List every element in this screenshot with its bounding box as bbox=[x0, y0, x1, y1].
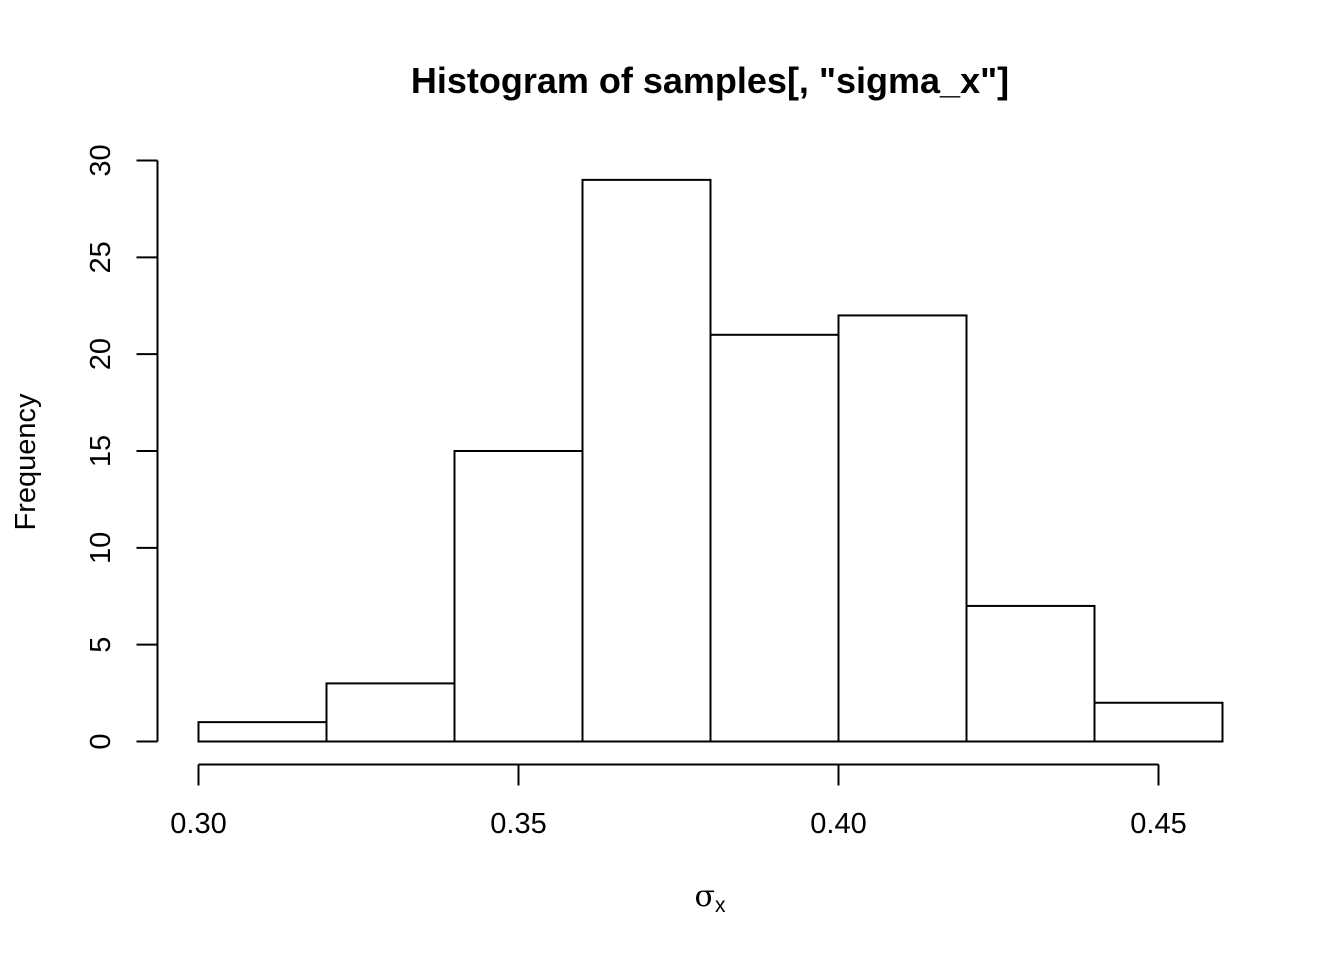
x-tick-label: 0.40 bbox=[810, 808, 866, 840]
y-tick-label: 20 bbox=[85, 338, 117, 370]
y-tick-label: 5 bbox=[85, 637, 117, 653]
x-axis: 0.30 0.35 0.40 0.45 bbox=[170, 763, 1187, 840]
chart-title: Histogram of samples[, "sigma_x"] bbox=[411, 60, 1009, 101]
y-tick-label: 10 bbox=[85, 532, 117, 564]
histogram-bar-6 bbox=[965, 604, 1096, 743]
histogram-bar-2 bbox=[453, 450, 584, 743]
histogram-bar-5 bbox=[837, 314, 968, 743]
histogram-bar-7 bbox=[1093, 701, 1224, 743]
y-axis: 0 5 10 15 20 25 30 bbox=[85, 144, 159, 750]
y-axis-label: Frequency bbox=[10, 393, 42, 531]
histogram-bar-0 bbox=[197, 721, 328, 743]
x-axis-label: σx bbox=[695, 879, 726, 917]
x-tick-label: 0.30 bbox=[170, 808, 226, 840]
histogram-bars bbox=[197, 178, 1224, 743]
histogram-bar-3 bbox=[581, 178, 712, 743]
y-tick-label: 30 bbox=[85, 144, 117, 176]
x-axis-label-symbol: σ bbox=[695, 879, 715, 914]
x-tick-label: 0.35 bbox=[490, 808, 546, 840]
y-tick-label: 25 bbox=[85, 241, 117, 273]
histogram-bar-4 bbox=[709, 333, 840, 743]
histogram-bar-1 bbox=[325, 682, 456, 743]
y-tick-label: 15 bbox=[85, 435, 117, 467]
x-axis-label-subscript: x bbox=[715, 894, 726, 917]
y-tick-label: 0 bbox=[85, 733, 117, 749]
x-tick-label: 0.45 bbox=[1130, 808, 1186, 840]
